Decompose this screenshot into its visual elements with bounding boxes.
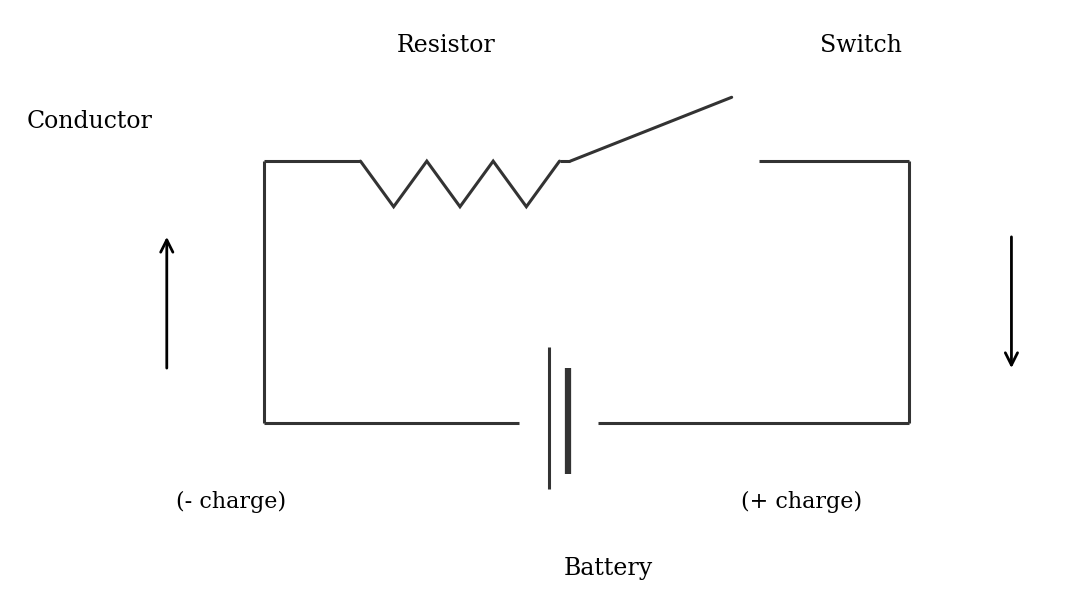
Text: Resistor: Resistor: [397, 34, 496, 57]
Text: Switch: Switch: [820, 34, 902, 57]
Text: (+ charge): (+ charge): [741, 491, 862, 513]
Text: Battery: Battery: [564, 557, 652, 580]
Text: (- charge): (- charge): [176, 491, 286, 513]
Text: Conductor: Conductor: [27, 110, 153, 133]
